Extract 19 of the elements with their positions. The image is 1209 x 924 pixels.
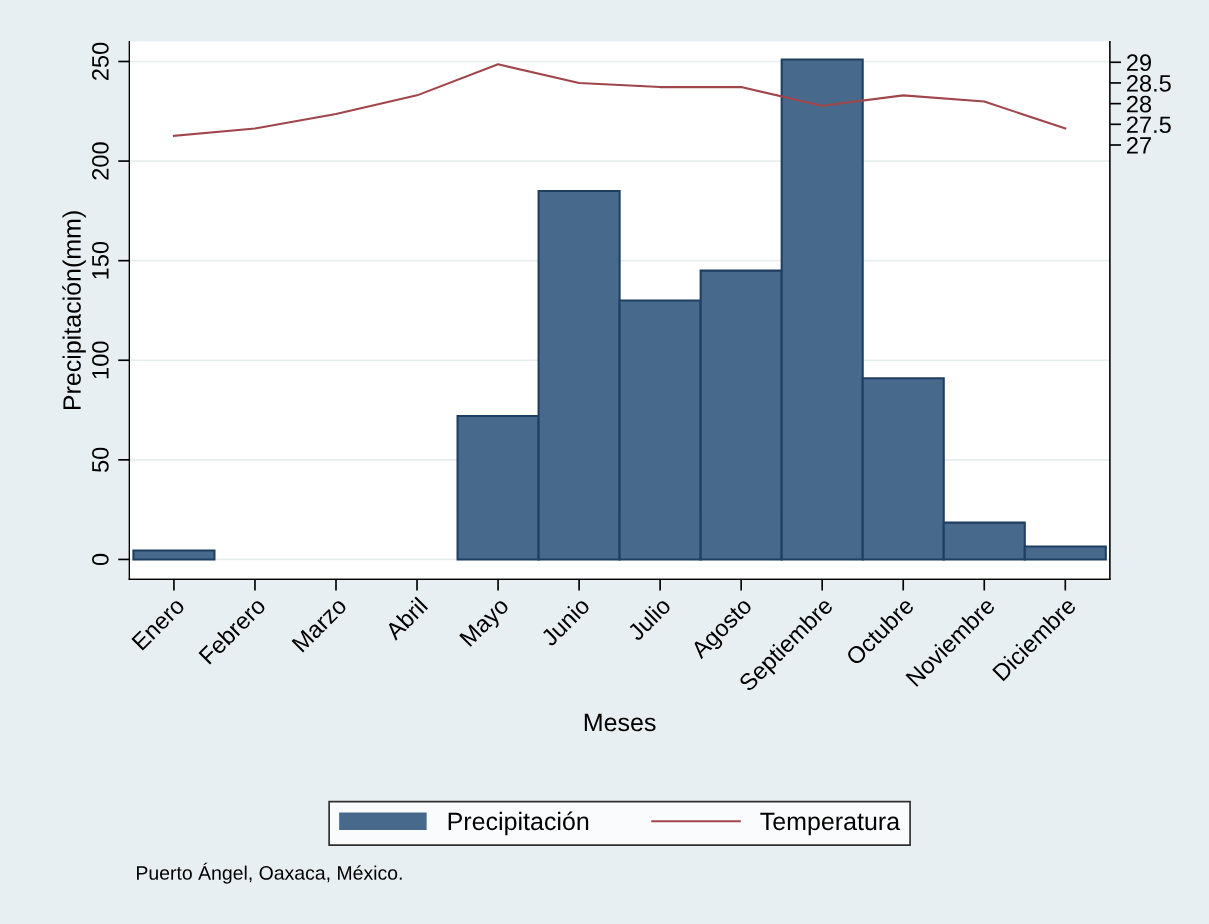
legend-label: Precipitación (448, 811, 589, 836)
y2-tick-label: 27 (1127, 137, 1151, 154)
legend-label: Temperatura (760, 812, 901, 836)
text: Puerto Ángel, Oaxaca, México. (137, 862, 402, 884)
x-tick-label: Julio (626, 596, 672, 642)
y-tick-label: 50 (92, 447, 109, 473)
y2-tick-label: 29 (1127, 54, 1151, 72)
x-axis-title: Meses (584, 713, 656, 732)
y-tick-label: 100 (92, 341, 109, 379)
y-axis-title: Precipitación(mm) (62, 211, 86, 410)
y2-tick-label: 28.5 (1127, 75, 1171, 92)
y-tick-label: 0 (92, 553, 109, 566)
y-tick-label: 200 (92, 142, 109, 180)
y-tick-label: 150 (92, 241, 109, 279)
y2-tick-label: 28 (1127, 95, 1152, 113)
y-tick-label: 250 (92, 42, 109, 80)
y2-tick-label: 27.5 (1127, 116, 1171, 134)
line-series (172, 63, 1067, 137)
bar (132, 549, 216, 561)
